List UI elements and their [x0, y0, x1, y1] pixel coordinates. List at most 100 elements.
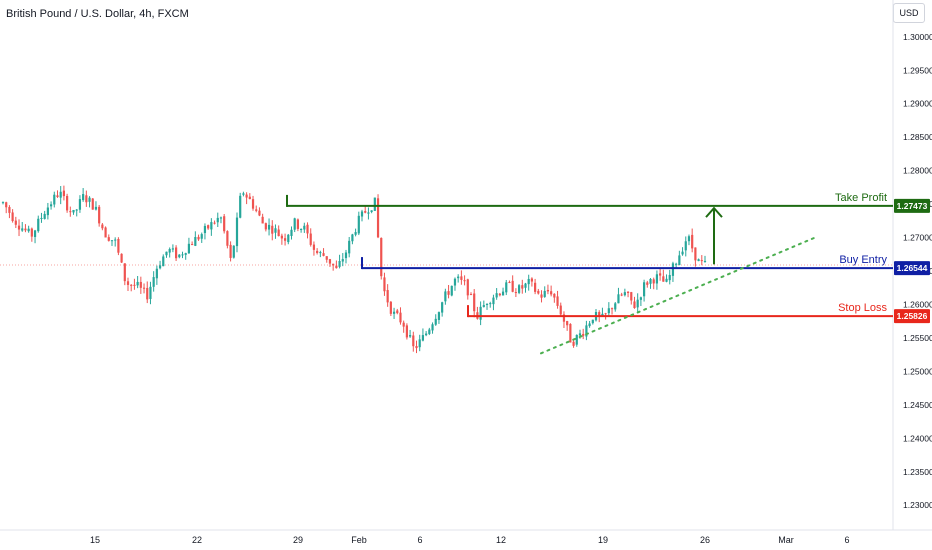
candle-body: [130, 284, 133, 286]
candle-body: [8, 207, 11, 213]
candle-body: [453, 278, 457, 286]
candle-body: [43, 213, 46, 219]
time-tick-label: 6: [844, 535, 849, 545]
candle-body: [264, 223, 267, 230]
candle-body: [457, 276, 460, 279]
candle-body: [123, 263, 126, 282]
candle-body: [482, 305, 485, 307]
price-tick-label: 1.24000: [903, 433, 932, 443]
candle-body: [655, 274, 659, 284]
candle-body: [431, 324, 434, 331]
candle-body: [553, 293, 556, 298]
candle-body: [216, 217, 219, 223]
candle-body: [338, 260, 341, 267]
level-label: Take Profit: [835, 192, 887, 204]
candle-body: [328, 259, 332, 264]
candle-body: [114, 239, 117, 241]
candle-body: [53, 194, 56, 205]
candle-body: [149, 286, 152, 299]
candle-body: [91, 198, 94, 210]
candle-body: [110, 240, 114, 242]
candle-body: [360, 211, 364, 217]
candle-body: [344, 252, 348, 259]
candle-body: [187, 243, 191, 254]
candle-body: [505, 282, 508, 293]
candle-body: [322, 253, 325, 256]
candle-body: [373, 197, 376, 211]
candle-body: [694, 247, 697, 261]
candle-body: [223, 216, 226, 232]
candle-body: [473, 293, 476, 312]
candle-body: [447, 291, 450, 295]
candle-body: [441, 302, 444, 313]
price-tick-label: 1.30000: [903, 32, 932, 42]
candle-body: [69, 211, 72, 213]
candle-body: [104, 227, 107, 238]
candle-body: [364, 211, 367, 213]
candle-body: [585, 325, 588, 337]
candle-body: [341, 259, 344, 262]
candle-body: [62, 190, 66, 197]
candle-body: [24, 228, 27, 231]
candle-body: [197, 236, 200, 240]
candle-body: [582, 333, 585, 336]
candle-body: [652, 279, 655, 284]
candle-body: [511, 280, 514, 292]
candle-body: [485, 303, 489, 305]
candle-body: [213, 222, 216, 224]
candle-body: [303, 225, 306, 230]
candle-body: [514, 292, 517, 294]
candle-body: [245, 194, 248, 198]
candle-body: [85, 195, 88, 203]
candle-body: [142, 287, 146, 289]
candle-body: [274, 228, 277, 233]
candle-body: [306, 224, 309, 234]
candle-body: [219, 217, 223, 219]
candle-body: [152, 277, 155, 287]
candle-body: [232, 245, 235, 258]
candle-body: [98, 206, 101, 224]
candle-body: [316, 250, 319, 253]
candle-body: [120, 253, 123, 263]
candle-body: [649, 278, 652, 284]
candle-body: [396, 310, 399, 314]
candle-body: [293, 218, 296, 230]
candle-body: [415, 346, 418, 349]
time-tick-label: 6: [417, 535, 422, 545]
candle-body: [300, 228, 303, 230]
candle-body: [418, 339, 421, 348]
time-tick-label: Feb: [351, 535, 367, 545]
candle-body: [562, 314, 566, 322]
candle-body: [280, 235, 283, 239]
candle-body: [703, 260, 707, 262]
time-tick-label: 26: [700, 535, 710, 545]
candle-body: [210, 222, 213, 230]
candle-body: [174, 247, 178, 259]
candle-body: [126, 281, 130, 285]
candle-body: [620, 294, 623, 296]
candle-body: [181, 254, 184, 256]
chart-title: British Pound / U.S. Dollar, 4h, FXCM: [6, 8, 189, 20]
candle-body: [697, 259, 700, 262]
candle-body: [165, 251, 168, 256]
price-tick-label: 1.29500: [903, 65, 932, 75]
candle-body: [191, 244, 194, 246]
candle-body: [556, 296, 559, 306]
candle-body: [235, 217, 239, 247]
candle-body: [386, 290, 389, 303]
candle-body: [357, 215, 360, 234]
candle-body: [466, 279, 469, 296]
candle-body: [33, 230, 37, 238]
candle-body: [469, 294, 473, 296]
candle-body: [229, 244, 232, 258]
level-price-tag-text: 1.26544: [897, 263, 928, 273]
candles: [1, 185, 707, 354]
candle-body: [277, 229, 280, 237]
candle-body: [251, 199, 255, 209]
candle-body: [94, 206, 98, 210]
candle-body: [261, 216, 264, 224]
candle-body: [40, 217, 43, 219]
candle-body: [56, 195, 59, 198]
price-tick-label: 1.24500: [903, 400, 932, 410]
